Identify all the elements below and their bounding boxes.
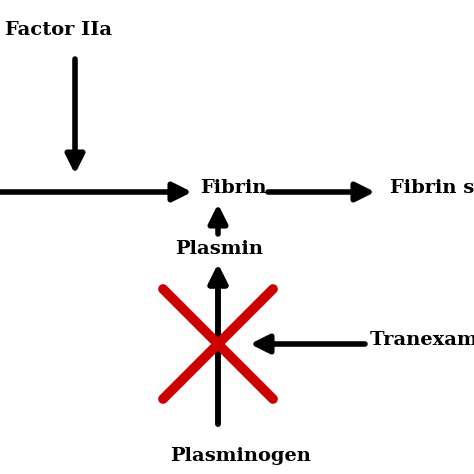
Text: Fibrin s: Fibrin s	[390, 179, 474, 197]
Text: Fibrin: Fibrin	[200, 179, 266, 197]
Text: Factor IIa: Factor IIa	[5, 21, 112, 39]
Text: Tranexamic Acid: Tranexamic Acid	[370, 331, 474, 349]
Text: Plasmin: Plasmin	[175, 240, 263, 258]
Text: Plasminogen: Plasminogen	[170, 447, 311, 465]
